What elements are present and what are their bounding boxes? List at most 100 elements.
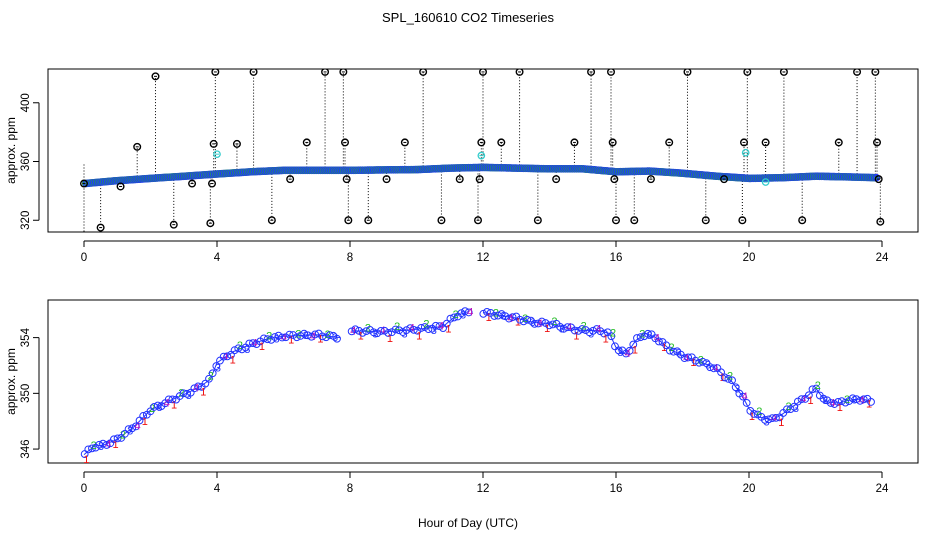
data-point: [139, 412, 148, 420]
outlier-point: [874, 175, 883, 184]
data-label: 4: [164, 397, 170, 409]
data-point: [654, 337, 663, 346]
y-tick-label: 354: [20, 327, 32, 347]
data-label: 3: [851, 395, 857, 407]
data-label: 3: [156, 402, 162, 414]
data-point: [530, 319, 539, 328]
data-label: 2: [727, 370, 733, 382]
x-tick-label: 16: [610, 483, 623, 495]
outlier-point: [206, 219, 215, 228]
outlier-point: [344, 216, 353, 225]
data-point: [406, 324, 415, 333]
data-point: [124, 425, 133, 434]
data-point: [318, 332, 327, 341]
data-point: [706, 363, 714, 372]
data-label: 4: [252, 337, 258, 349]
data-point: [644, 329, 652, 338]
data-label: 3: [431, 325, 437, 337]
data-label: 2: [365, 323, 371, 335]
outlier-point: [607, 69, 616, 76]
data-point: [417, 324, 426, 332]
data-point: [201, 379, 210, 388]
outlier-point: [169, 220, 178, 229]
data-point: [728, 376, 736, 385]
data-point: [764, 415, 773, 424]
data-label: 3: [559, 323, 565, 335]
data-point: [768, 414, 777, 423]
data-point: [585, 328, 594, 337]
data-point: [435, 322, 444, 331]
data-label: 4: [683, 352, 689, 364]
outlier-point: [610, 175, 619, 184]
outlier-point: [455, 175, 464, 184]
data-point: [95, 440, 104, 449]
data-label: 2: [423, 319, 429, 331]
data-point: [724, 374, 733, 383]
data-point: [245, 339, 254, 348]
data-point: [574, 326, 583, 335]
data-point: [249, 339, 257, 348]
data-label: 1: [486, 312, 492, 324]
data-label: 2: [237, 340, 243, 352]
data-label: 1: [837, 402, 843, 414]
x-tick-label: 12: [477, 252, 490, 264]
data-point: [99, 439, 107, 448]
data-point: [311, 330, 319, 339]
outlier-point: [475, 175, 484, 184]
data-point: [739, 392, 747, 401]
data-label: 3: [529, 317, 535, 329]
y-axis-label: approx. ppm: [4, 348, 18, 415]
data-point: [292, 333, 301, 342]
data-label: 2: [610, 328, 616, 340]
data-point: [841, 398, 850, 407]
data-point: [194, 382, 202, 391]
data-point: [852, 395, 861, 404]
outlier-point: [587, 69, 596, 76]
data-label: 1: [573, 330, 579, 342]
data-label: 1: [603, 333, 609, 345]
data-point: [325, 331, 334, 340]
data-label: 1: [200, 387, 206, 399]
data-label: 1: [142, 416, 148, 428]
data-point: [464, 308, 473, 317]
data-point: [812, 384, 821, 393]
outlier-point: [382, 175, 391, 184]
y-tick-label: 320: [20, 211, 32, 230]
figure-title: SPL_160610 CO2 Timeseries: [382, 10, 554, 25]
outlier-point: [876, 217, 885, 226]
data-point: [837, 397, 846, 406]
data-label: 2: [698, 354, 704, 366]
data-label: 3: [372, 329, 378, 341]
data-label: 1: [632, 344, 638, 356]
data-point: [548, 320, 557, 329]
data-point: [355, 326, 363, 335]
data-point: [629, 340, 638, 349]
data-label: 1: [720, 372, 726, 384]
outlier-point: [853, 69, 862, 76]
data-point: [351, 325, 360, 334]
outlier-point: [133, 142, 142, 151]
data-label: 3: [303, 330, 309, 342]
data-point: [790, 402, 799, 411]
data-point: [804, 391, 813, 400]
y-tick-label: 346: [20, 439, 32, 458]
data-label: 3: [588, 329, 594, 341]
data-label: 3: [734, 384, 740, 396]
data-point: [442, 319, 451, 328]
data-point: [274, 331, 283, 340]
data-label: 4: [537, 318, 543, 330]
data-point: [559, 324, 568, 333]
data-point: [680, 354, 689, 362]
data-label: 4: [859, 395, 865, 407]
outlier-point: [474, 216, 483, 225]
data-label: 1: [113, 439, 119, 451]
data-point: [131, 422, 140, 431]
data-point: [669, 347, 678, 356]
outlier-point: [570, 138, 579, 147]
data-point: [84, 445, 93, 454]
data-point: [259, 334, 268, 343]
data-point: [479, 309, 488, 318]
data-label: 4: [222, 351, 228, 363]
data-label: 4: [712, 363, 718, 375]
